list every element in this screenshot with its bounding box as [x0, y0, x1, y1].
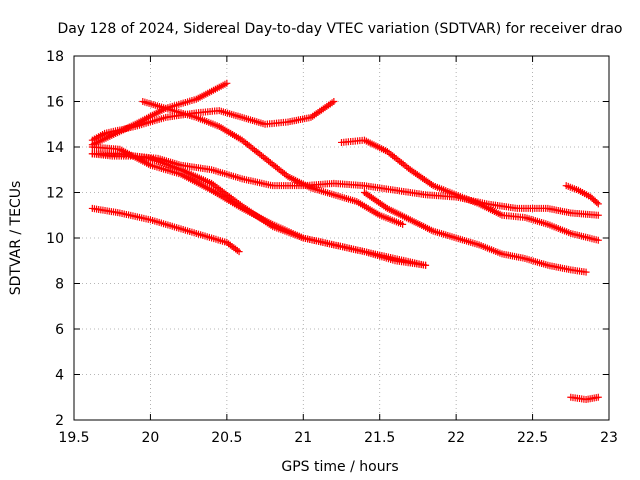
data-point — [593, 199, 601, 207]
series-track-10 — [562, 182, 602, 208]
series-track-9 — [360, 189, 590, 276]
series-track-2 — [88, 79, 231, 149]
y-tick-label: 16 — [46, 95, 64, 111]
y-tick-label: 10 — [46, 231, 64, 247]
y-tick-label: 4 — [55, 368, 64, 384]
data-point — [594, 236, 602, 244]
x-axis-label: GPS time / hours — [281, 459, 398, 475]
y-axis-label: SDTVAR / TECUs — [8, 181, 24, 296]
plot-frame — [73, 55, 610, 421]
y-tick-label: 14 — [46, 140, 64, 156]
x-tick-label: 20.5 — [211, 430, 242, 446]
series-track-11 — [567, 393, 602, 404]
x-tick-label: 21 — [294, 430, 312, 446]
y-tick-label: 8 — [55, 277, 64, 293]
x-tick-label: 20 — [142, 430, 160, 446]
x-tick-label: 23 — [600, 430, 618, 446]
data-point — [235, 248, 243, 256]
x-tick-label: 22 — [447, 430, 465, 446]
data-point — [594, 200, 602, 208]
grid-layer — [74, 56, 609, 420]
series-track-6 — [88, 143, 430, 269]
data-point — [422, 261, 430, 269]
x-tick-label: 21.5 — [364, 430, 395, 446]
y-tick-label: 12 — [46, 186, 64, 202]
data-point — [594, 211, 602, 219]
x-tick-label: 19.5 — [58, 430, 89, 446]
chart-title: Day 128 of 2024, Sidereal Day-to-day VTE… — [57, 21, 622, 37]
ticks-layer: 19.5 20 20.5 21 21.5 22 22.5 23 2 4 6 8 10 12 14 16 18 — [46, 49, 618, 446]
y-tick-label: 2 — [55, 413, 64, 429]
points-layer — [88, 79, 602, 404]
data-point — [330, 98, 338, 105]
data-point — [594, 393, 602, 401]
data-point — [223, 79, 231, 87]
data-point — [582, 268, 590, 276]
y-tick-label: 18 — [46, 49, 64, 65]
data-point — [399, 220, 407, 228]
y-tick-label: 6 — [55, 322, 64, 338]
series-track-3 — [88, 98, 338, 144]
series-track-1 — [88, 204, 243, 256]
series-track-8 — [88, 150, 430, 269]
series-track-5 — [88, 150, 602, 219]
x-tick-label: 22.5 — [517, 430, 548, 446]
series-track-7 — [338, 136, 602, 244]
